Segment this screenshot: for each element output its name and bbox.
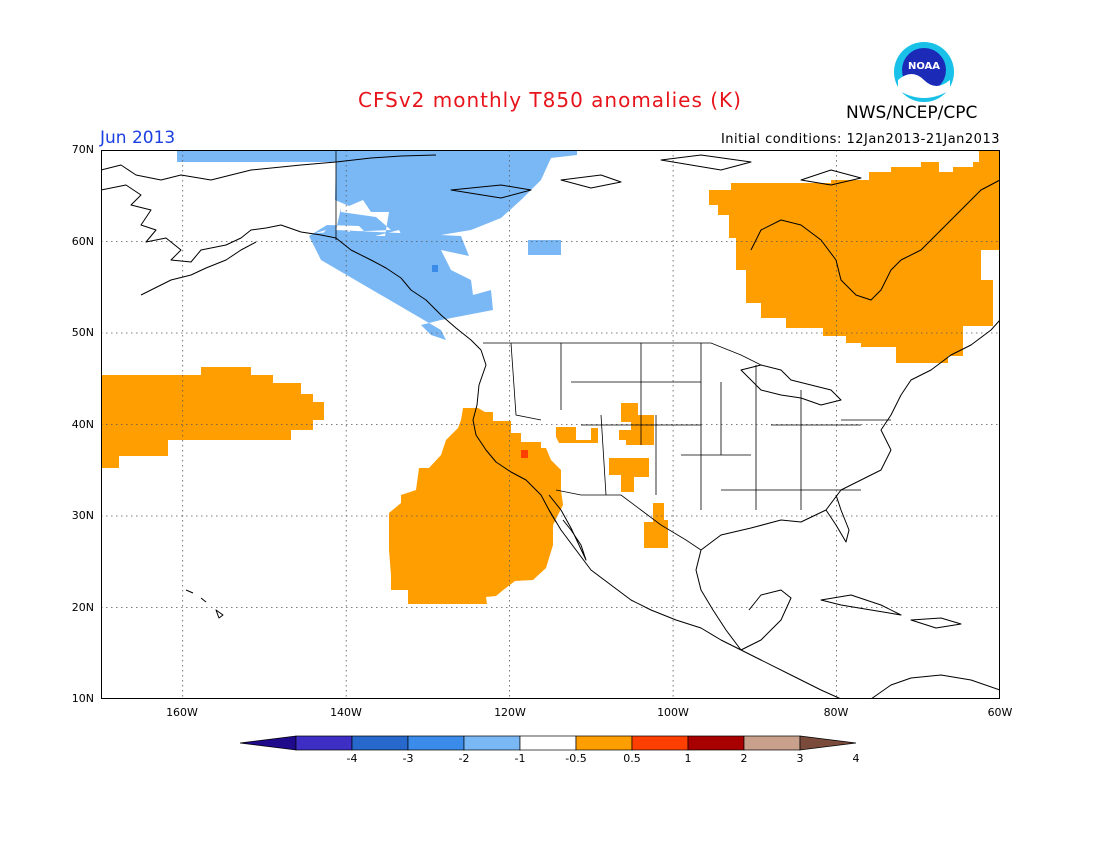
colorbar-tick-label: -2 (458, 752, 470, 765)
lat-label: 20N (71, 601, 94, 614)
lat-label: 60N (71, 235, 94, 248)
noaa-logo-graphic: NOAA (894, 42, 954, 102)
colorbar-segment (575, 735, 633, 751)
colorbar-extend-low (240, 735, 297, 751)
coastline-gulf (695, 449, 892, 651)
agency-label: NWS/NCEP/CPC (846, 103, 978, 123)
colorbar-segment (351, 735, 409, 751)
colorbar-segment (743, 735, 801, 751)
warm-anomaly-core (521, 450, 528, 458)
colorbar-tick-label: -1 (514, 752, 526, 765)
coastline-hispaniola (910, 617, 962, 629)
coastline-mexico-west (548, 509, 742, 651)
lon-label: 120W (494, 706, 526, 719)
lon-label: 100W (657, 706, 689, 719)
colorbar (240, 735, 857, 751)
valid-month-label: Jun 2013 (100, 128, 176, 148)
colorbar-segment (463, 735, 521, 751)
initial-conditions-label: Initial conditions: 12Jan2013-21Jan2013 (720, 132, 1000, 147)
lat-label: 10N (71, 692, 94, 705)
border-us-canada (483, 342, 762, 366)
coastline-hudson (750, 219, 902, 301)
cold-anomaly-regions (177, 150, 577, 340)
colorbar-tick-label: 0.5 (623, 752, 641, 765)
noaa-logo: NOAA (892, 40, 956, 104)
colorbar-tick-label: 4 (852, 752, 860, 765)
coastline-arctic-islands (450, 154, 862, 199)
colorbar-tick-label: 3 (796, 752, 804, 765)
colorbar-segments (240, 735, 857, 751)
coastline-pacific-nw (472, 349, 557, 523)
coastlines (101, 154, 1000, 699)
lat-label: 70N (71, 143, 94, 156)
colorbar-segment (519, 735, 577, 751)
colorbar-tick-label: 1 (684, 752, 692, 765)
warm-anomaly-texas (644, 503, 668, 548)
warm-anomaly-quebec (709, 150, 1000, 363)
coastline-yucatan (740, 589, 792, 651)
coastline-baja (548, 494, 587, 561)
colorbar-segment (631, 735, 689, 751)
noaa-logo-text: NOAA (908, 61, 940, 72)
coastline-alaska-north (101, 154, 437, 181)
warm-anomaly-baja (389, 408, 563, 604)
warm-anomaly-regions (101, 150, 1000, 604)
lat-label: 30N (71, 509, 94, 522)
border-us-mexico (555, 489, 702, 551)
colorbar-tick-label: -4 (346, 752, 358, 765)
chart-title: CFSv2 monthly T850 anomalies (K) (358, 88, 742, 112)
coastline-labrador (900, 179, 1000, 261)
lon-label: 60W (987, 706, 1013, 719)
cold-anomaly-patch (528, 240, 561, 255)
coastline-great-lakes (740, 364, 842, 406)
cold-anomaly-core (432, 265, 438, 272)
lat-label: 40N (71, 418, 94, 431)
cold-anomaly-alaska-canada (177, 150, 577, 340)
colorbar-tick-label: -3 (402, 752, 414, 765)
graticule (101, 150, 1000, 699)
coastline-florida (825, 494, 850, 543)
lat-label: 50N (71, 326, 94, 339)
colorbar-segment (407, 735, 465, 751)
coastline-hawaii (185, 589, 224, 619)
anomaly-map (101, 150, 1000, 699)
political-boundaries (335, 150, 891, 551)
lon-label: 160W (166, 706, 198, 719)
lon-label: 140W (330, 706, 362, 719)
colorbar-tick-label: 2 (740, 752, 748, 765)
colorbar-tick-label: -0.5 (565, 752, 587, 765)
warm-anomaly-pacific (101, 367, 324, 468)
state-lines (510, 342, 891, 510)
coastline-cuba (820, 594, 902, 616)
colorbar-extend-high (799, 735, 857, 751)
lon-label: 80W (823, 706, 849, 719)
coastline-central-america (740, 649, 842, 699)
warm-anomaly-colorado (619, 403, 654, 445)
coastline-east (880, 319, 1000, 451)
warm-anomaly-southwest (556, 427, 598, 443)
colorbar-segment (687, 735, 745, 751)
warm-anomaly-newmexico (609, 458, 649, 492)
colorbar-segment (295, 735, 353, 751)
coastline-southamerica (870, 674, 1000, 699)
coastline-alaska-west (101, 184, 482, 351)
coastline-alaska-peninsula (140, 241, 257, 296)
